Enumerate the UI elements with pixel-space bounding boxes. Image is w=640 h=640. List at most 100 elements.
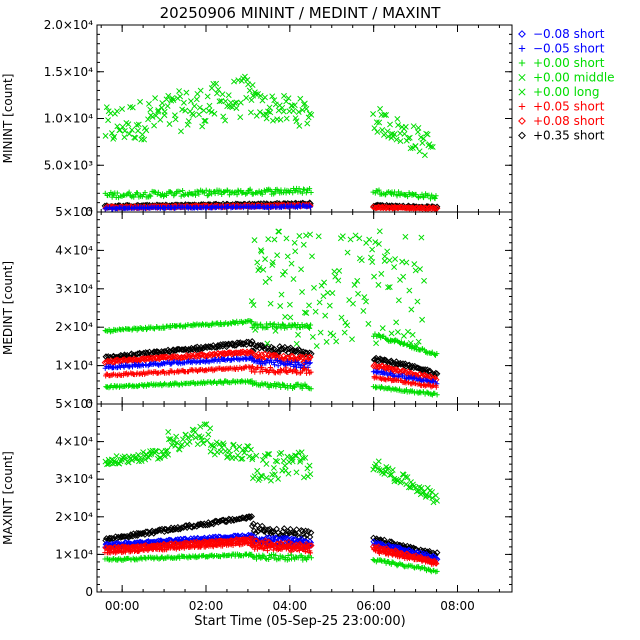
data-point [274,357,281,364]
data-point [259,191,265,197]
data-point [369,259,376,265]
data-point [415,487,422,494]
data-point [249,319,255,325]
data-point [225,92,232,99]
data-point [374,128,381,135]
data-point [341,329,348,336]
data-point [282,268,288,275]
data-point [192,434,199,441]
y-axis-label: MININT [count] [1,74,15,164]
data-point [125,459,132,466]
data-point [279,321,286,327]
data-point [306,302,312,309]
data-point [329,290,336,297]
data-point [290,276,297,283]
legend-marker [518,131,526,140]
data-point [308,555,314,561]
data-point [176,88,183,94]
data-point [145,116,151,123]
data-point [267,382,273,388]
data-point [322,312,329,319]
data-point [105,117,112,124]
data-point [371,125,378,132]
legend-marker [518,59,526,67]
data-point [288,260,295,267]
data-point [293,469,300,476]
data-point [252,369,258,375]
data-point [207,441,214,448]
data-point [397,138,404,145]
data-point [143,556,149,562]
x-tick-label: 06:00 [356,599,391,613]
data-point [155,361,161,367]
legend-label: +0.05 short [533,100,605,114]
y-tick-label: 4×10⁴ [55,243,93,257]
x-tick-label: 08:00 [440,599,475,613]
data-point [281,92,287,99]
data-point [152,95,159,102]
data-point [291,102,298,109]
data-point [309,333,316,340]
data-point [285,529,293,537]
data-point [278,291,285,298]
data-point [248,298,255,305]
y-tick-label: 5×10⁴ [55,205,93,219]
data-point [415,364,422,372]
data-point [336,267,343,274]
legend-marker [518,30,526,38]
data-point [390,366,398,373]
data-point [270,321,276,328]
data-point [254,467,261,474]
data-point [358,257,365,264]
data-point [244,190,250,197]
data-point [264,340,271,347]
data-point [221,189,227,196]
data-point [305,353,313,361]
data-point [206,102,213,109]
data-point [297,324,303,331]
data-point [246,87,253,94]
data-point [397,560,403,566]
data-point [342,319,349,326]
y-tick-label: 0 [85,585,93,599]
data-point [258,321,264,327]
data-point [384,128,391,135]
data-point [257,109,263,116]
data-point [318,282,325,289]
data-point [409,331,416,338]
legend-marker [518,45,526,52]
data-point [403,259,410,266]
data-point [301,100,308,107]
data-point [265,324,271,331]
data-point [243,356,249,363]
data-point [288,383,294,389]
data-point [157,116,164,123]
series--0-00-long [102,318,440,358]
data-point [280,525,288,532]
data-point [434,568,440,574]
data-point [249,454,256,461]
data-point [296,122,303,129]
legend-entry: +0.00 short [518,56,605,70]
data-point [206,553,212,560]
data-point [406,204,414,212]
data-point [355,290,361,297]
data-point [384,248,391,255]
data-point [376,119,383,126]
data-point [427,143,434,150]
data-point [301,309,308,316]
data-point [412,267,419,274]
data-point [260,266,267,273]
data-point [309,253,315,260]
data-point [308,369,314,375]
data-point [351,281,358,288]
data-point [114,108,120,115]
panels: 0 5.0×10³ 1.0×10⁴ 1.5×10⁴ 2.0×10⁴ MININT [cou… [1,18,513,599]
data-point [290,529,297,537]
data-point [193,523,201,530]
data-point [129,104,136,111]
data-point [298,266,305,273]
data-point [116,371,122,377]
data-point [379,325,386,332]
data-point [231,78,237,85]
